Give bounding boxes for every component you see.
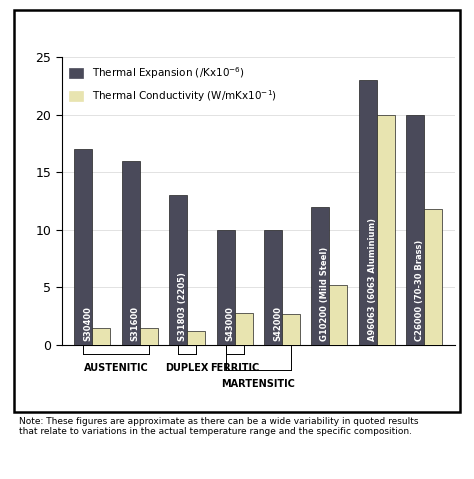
Text: Note: These figures are approximate as there can be a wide variability in quoted: Note: These figures are approximate as t…	[19, 417, 419, 436]
Bar	[217, 230, 235, 345]
Bar	[282, 314, 300, 345]
Bar	[74, 149, 92, 345]
Text: S43000: S43000	[226, 307, 235, 342]
Text: MARTENSITIC: MARTENSITIC	[221, 379, 295, 389]
Bar	[311, 207, 329, 345]
Bar	[169, 195, 187, 345]
Bar	[140, 328, 158, 345]
Text: A96063 (6063 Aluminium): A96063 (6063 Aluminium)	[368, 218, 377, 342]
Bar	[92, 328, 110, 345]
Text: C26000 (70-30 Brass): C26000 (70-30 Brass)	[415, 240, 424, 342]
Bar	[424, 209, 442, 345]
Bar	[235, 313, 253, 345]
Bar	[187, 331, 205, 345]
Text: DUPLEX: DUPLEX	[165, 363, 209, 373]
Text: FERRITIC: FERRITIC	[210, 363, 259, 373]
Bar	[406, 115, 424, 345]
Legend: Thermal Expansion (/Kx10$^{-6}$), Thermal Conductivity (W/mKx10$^{-1}$): Thermal Expansion (/Kx10$^{-6}$), Therma…	[67, 63, 279, 106]
Text: S31600: S31600	[131, 307, 140, 342]
Text: S30400: S30400	[83, 307, 92, 342]
Bar	[329, 285, 347, 345]
Bar	[359, 80, 377, 345]
Text: G10200 (Mild Steel): G10200 (Mild Steel)	[320, 247, 329, 342]
Bar	[264, 230, 282, 345]
Bar	[377, 115, 395, 345]
Text: AUSTENITIC: AUSTENITIC	[84, 363, 148, 373]
Bar	[122, 161, 140, 345]
Text: S31803 (2205): S31803 (2205)	[178, 273, 187, 342]
Text: S42000: S42000	[273, 307, 282, 342]
